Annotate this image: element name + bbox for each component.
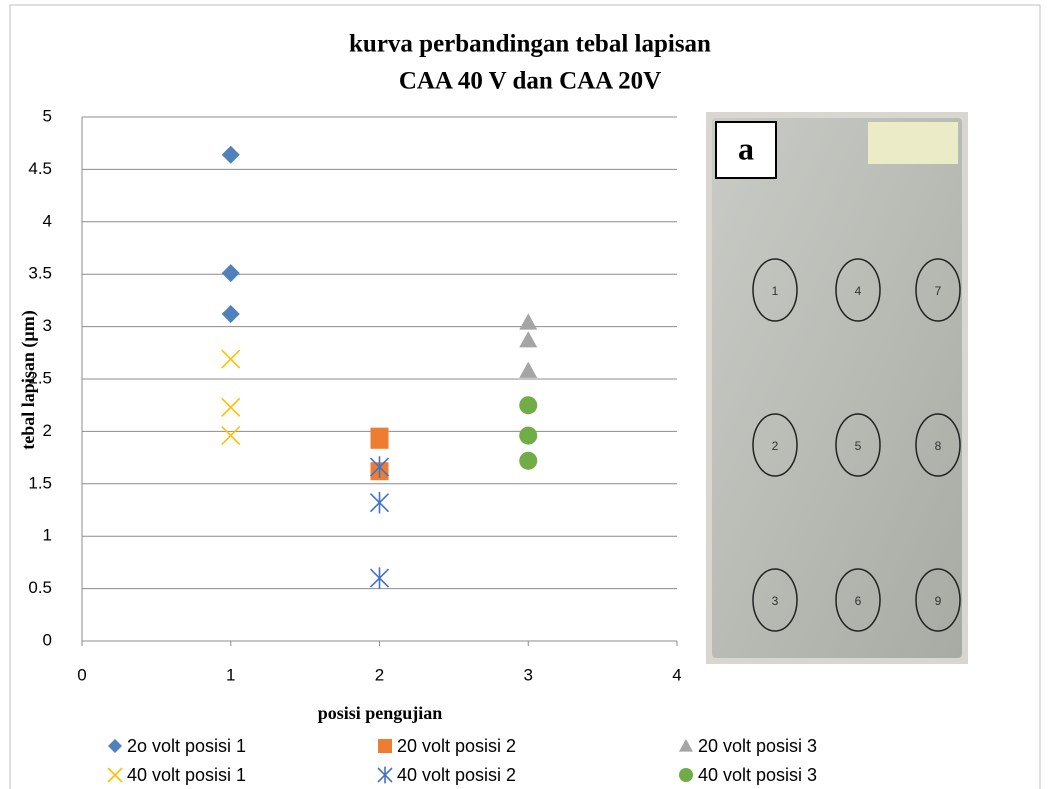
legend-label: 20 volt posisi 3: [698, 736, 817, 756]
photo: a 1 4 7 2 5 8 3 6 9: [706, 112, 968, 664]
x-tick-label: 4: [672, 665, 681, 684]
page: kurva perbandingan tebal lapisan CAA 40 …: [0, 0, 1059, 789]
legend-label: 40 volt posisi 3: [698, 765, 817, 785]
sticker: [868, 122, 958, 164]
test-circle-label: 1: [772, 284, 779, 298]
chart-title: kurva perbandingan tebal lapisan: [349, 31, 711, 58]
y-tick-label: 2.5: [28, 368, 52, 387]
legend-marker: [679, 768, 693, 782]
x-tick-label: 1: [226, 665, 235, 684]
marker: [371, 431, 389, 449]
legend-label: 40 volt posisi 1: [127, 765, 246, 785]
plate: [712, 118, 962, 658]
y-tick-label: 5: [43, 106, 52, 125]
marker: [519, 396, 537, 414]
chart-title: CAA 40 V dan CAA 20V: [399, 68, 661, 95]
y-tick-label: 0: [43, 630, 52, 649]
photo-label: a: [738, 130, 754, 166]
test-circle-label: 7: [935, 284, 942, 298]
x-tick-label: 3: [524, 665, 533, 684]
legend-label: 2o volt posisi 1: [127, 736, 246, 756]
legend-label: 40 volt posisi 2: [397, 765, 516, 785]
test-circle-label: 5: [855, 439, 862, 453]
y-tick-label: 4.5: [28, 159, 52, 178]
x-tick-label: 2: [375, 665, 384, 684]
y-tick-label: 1: [43, 526, 52, 545]
marker: [519, 427, 537, 445]
x-tick-label: 0: [77, 665, 86, 684]
chart: kurva perbandingan tebal lapisan CAA 40 …: [0, 0, 1059, 789]
test-circle-label: 2: [772, 439, 779, 453]
x-axis-label: posisi pengujian: [318, 703, 443, 723]
legend-marker: [378, 739, 392, 753]
test-circle-label: 4: [855, 284, 862, 298]
y-tick-label: 0.5: [28, 578, 52, 597]
y-tick-label: 2: [43, 421, 52, 440]
test-circle-label: 9: [935, 594, 942, 608]
test-circle-label: 3: [772, 594, 779, 608]
y-tick-label: 3.5: [28, 264, 52, 283]
legend-label: 20 volt posisi 2: [397, 736, 516, 756]
y-tick-label: 3: [43, 316, 52, 335]
y-tick-label: 1.5: [28, 473, 52, 492]
test-circle-label: 8: [935, 439, 942, 453]
test-circle-label: 6: [855, 594, 862, 608]
y-tick-label: 4: [43, 211, 52, 230]
marker: [519, 452, 537, 470]
